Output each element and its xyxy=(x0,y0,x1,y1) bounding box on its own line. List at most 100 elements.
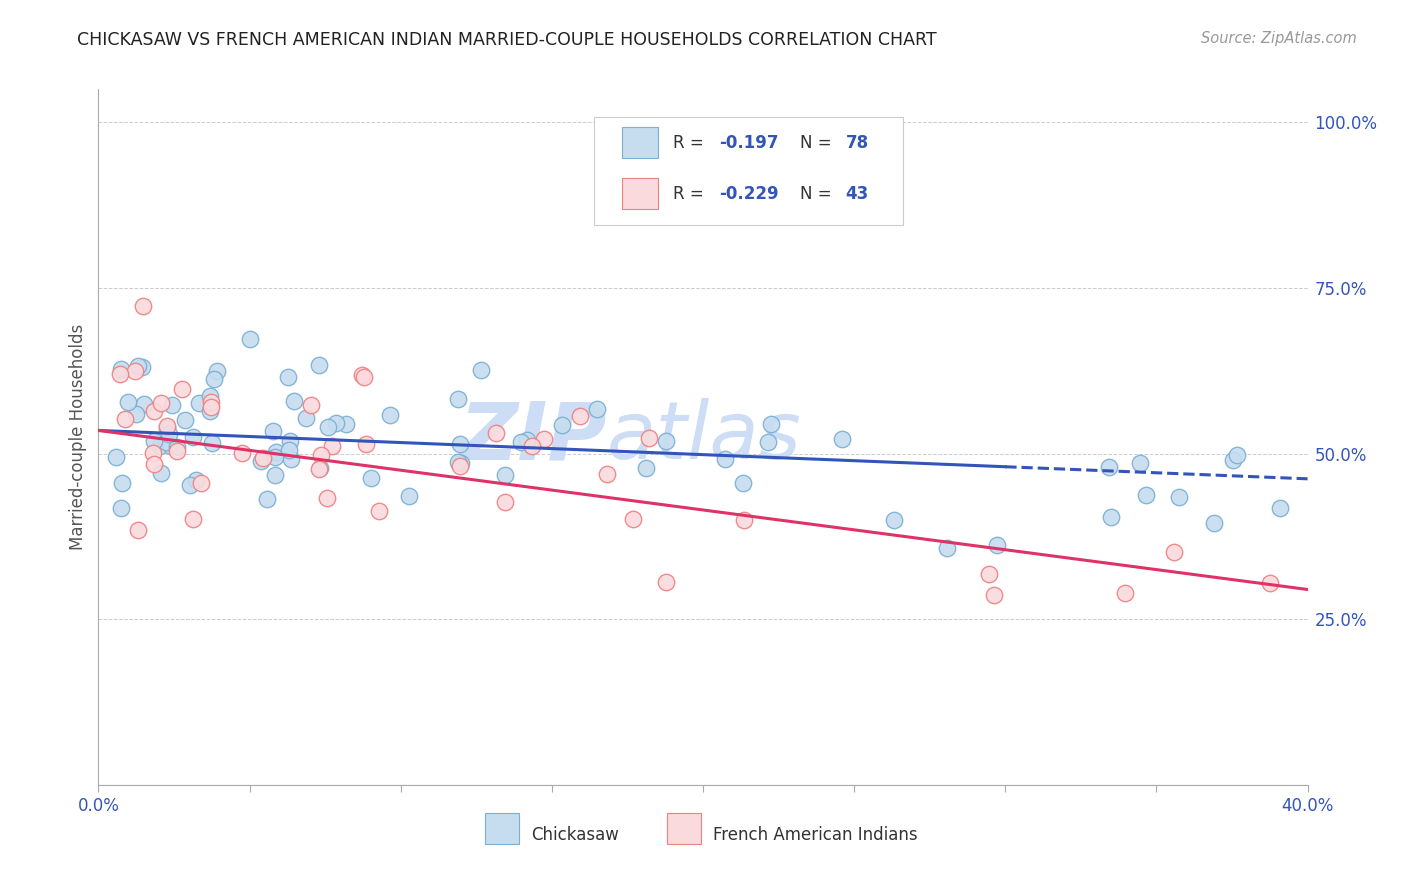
Point xyxy=(278,434,301,448)
Point xyxy=(450,457,472,471)
Text: R =: R = xyxy=(672,185,709,202)
Point xyxy=(520,439,543,453)
Point xyxy=(131,360,153,375)
Point xyxy=(485,425,508,440)
Point xyxy=(309,461,332,475)
Point xyxy=(205,364,228,378)
Point xyxy=(316,419,339,434)
Text: -0.229: -0.229 xyxy=(718,185,779,202)
Point xyxy=(280,451,302,466)
Point xyxy=(172,383,194,397)
Point xyxy=(187,396,209,410)
Point xyxy=(1202,516,1225,531)
Point xyxy=(1222,452,1244,467)
Point xyxy=(142,446,165,460)
Point xyxy=(239,332,262,346)
Text: 43: 43 xyxy=(845,185,869,202)
Bar xyxy=(621,128,658,159)
Point xyxy=(321,439,343,453)
Point xyxy=(127,523,149,537)
Point xyxy=(621,512,644,526)
Point xyxy=(181,512,204,526)
Point xyxy=(200,395,222,409)
Point xyxy=(1168,490,1191,504)
Point xyxy=(179,478,201,492)
Point xyxy=(983,588,1005,602)
Point xyxy=(352,368,374,382)
Point xyxy=(155,421,177,435)
Point xyxy=(308,359,330,373)
Point xyxy=(655,434,678,448)
Point xyxy=(157,426,180,441)
Point xyxy=(936,541,959,556)
Point xyxy=(127,359,149,373)
Point xyxy=(596,467,619,481)
Point xyxy=(114,412,136,426)
Point xyxy=(367,504,389,518)
Point xyxy=(335,417,357,432)
Point xyxy=(156,419,179,434)
Point xyxy=(449,458,471,473)
Point xyxy=(181,430,204,444)
Point xyxy=(283,393,305,408)
Point xyxy=(110,362,132,376)
Point xyxy=(262,424,284,438)
Point xyxy=(264,450,287,465)
Point xyxy=(256,492,278,507)
Point xyxy=(277,369,299,384)
Bar xyxy=(666,813,700,844)
Point xyxy=(198,404,221,418)
Point xyxy=(516,433,538,447)
Point xyxy=(155,435,177,450)
Bar xyxy=(485,813,519,844)
Point xyxy=(263,467,285,482)
Point xyxy=(585,401,607,416)
Point xyxy=(308,462,330,476)
Point xyxy=(1268,501,1291,516)
Point xyxy=(360,471,382,485)
Point xyxy=(470,363,492,377)
Point xyxy=(761,417,783,431)
Point xyxy=(252,450,274,465)
Text: N =: N = xyxy=(800,134,837,152)
FancyBboxPatch shape xyxy=(595,117,903,225)
Point xyxy=(190,475,212,490)
Point xyxy=(733,475,755,490)
Point xyxy=(634,461,657,475)
Point xyxy=(142,404,165,418)
Point xyxy=(655,575,678,590)
Point xyxy=(398,489,420,503)
Point xyxy=(110,475,132,490)
Point xyxy=(143,457,166,471)
Point xyxy=(250,454,273,468)
Point xyxy=(638,431,661,445)
Point xyxy=(202,372,225,386)
Point xyxy=(125,407,148,421)
Point xyxy=(1099,510,1122,524)
Point xyxy=(447,455,470,469)
Bar xyxy=(621,178,658,210)
Point xyxy=(494,495,516,509)
Point xyxy=(309,448,332,462)
Point xyxy=(110,500,132,515)
Text: R =: R = xyxy=(672,134,709,152)
Point xyxy=(105,450,128,464)
Y-axis label: Married-couple Households: Married-couple Households xyxy=(69,324,87,550)
Point xyxy=(264,445,287,459)
Point xyxy=(201,436,224,450)
Point xyxy=(1129,456,1152,470)
Text: ZIP: ZIP xyxy=(458,398,606,476)
Point xyxy=(1097,460,1119,475)
Point xyxy=(150,396,173,410)
Point xyxy=(231,446,253,460)
Point xyxy=(166,440,188,454)
Point xyxy=(325,416,347,430)
Point xyxy=(149,439,172,453)
Point xyxy=(977,566,1000,581)
Point xyxy=(299,398,322,412)
Point xyxy=(568,409,591,423)
Point xyxy=(1163,545,1185,559)
Point xyxy=(831,432,853,446)
Text: French American Indians: French American Indians xyxy=(713,826,917,844)
Point xyxy=(1258,575,1281,590)
